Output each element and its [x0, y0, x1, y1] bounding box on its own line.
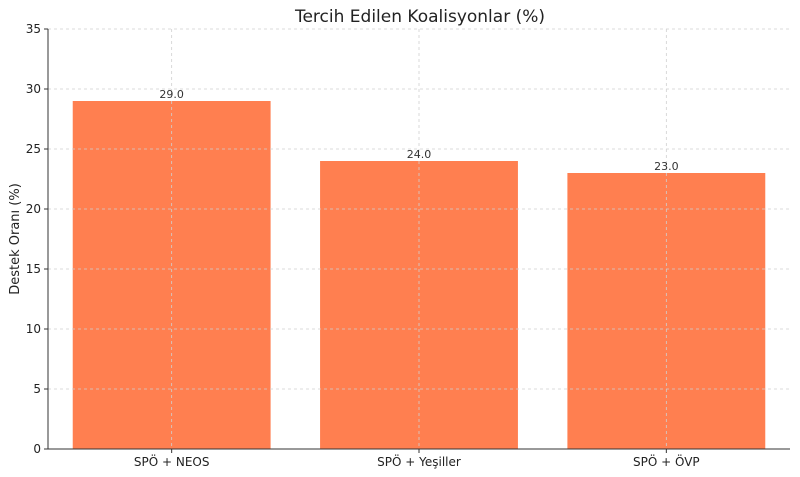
y-tick-label: 5: [33, 382, 41, 396]
y-tick-label: 30: [26, 82, 41, 96]
chart-title: Tercih Edilen Koalisyonlar (%): [294, 7, 545, 27]
y-tick-label: 20: [26, 202, 41, 216]
x-tick-label: SPÖ + Yeşiller: [377, 453, 461, 469]
y-tick-label: 35: [26, 22, 41, 36]
data-label: 23.0: [654, 160, 679, 173]
x-tick-label: SPÖ + NEOS: [134, 453, 210, 469]
y-tick-label: 0: [33, 442, 41, 456]
x-tick-label: SPÖ + ÖVP: [633, 453, 700, 469]
y-axis-title: Destek Oranı (%): [8, 183, 23, 295]
data-label: 29.0: [159, 88, 184, 101]
y-tick-label: 25: [26, 142, 41, 156]
y-tick-label: 15: [26, 262, 41, 276]
axes: [44, 28, 790, 453]
labels: 0 5 10 15 20 25 30 35 SPÖ + NEOS 29.0 SPÖ + Yeşill…: [26, 22, 700, 469]
y-tick-label: 10: [26, 322, 41, 336]
data-label: 24.0: [407, 148, 432, 161]
